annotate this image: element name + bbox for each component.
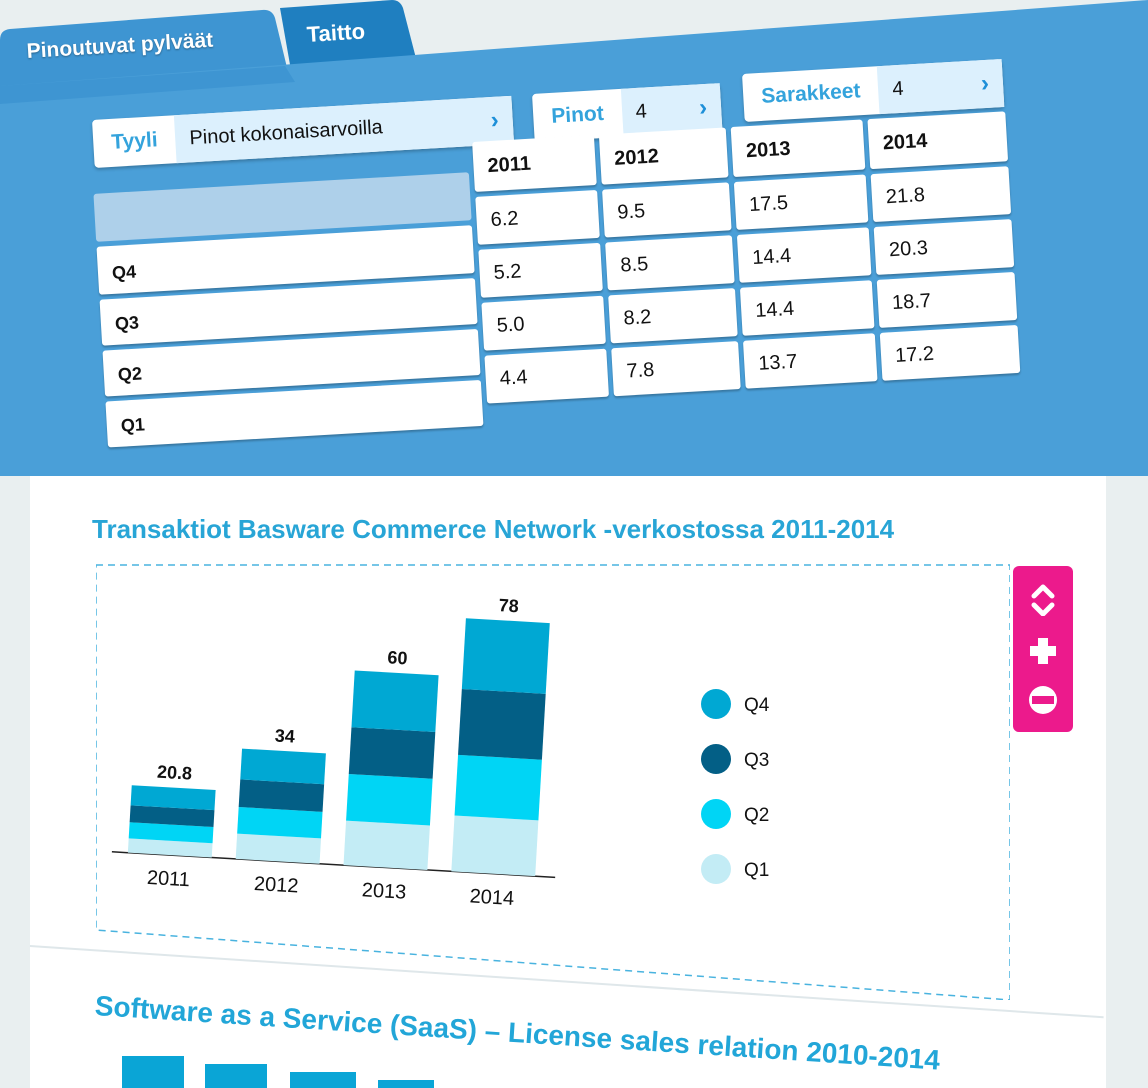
legend-swatch	[701, 799, 731, 829]
bar-segment-q3	[348, 727, 436, 779]
x-tick-label: 2011	[146, 867, 190, 891]
bar-total-label: 34	[274, 725, 295, 746]
minus-icon[interactable]	[1013, 682, 1073, 723]
next-chart-bar	[205, 1064, 267, 1088]
table-cell[interactable]: 5.0	[481, 295, 606, 351]
legend-swatch	[701, 854, 731, 884]
table-cell[interactable]: 8.5	[605, 235, 735, 291]
table-cell[interactable]: 5.2	[478, 242, 603, 298]
x-tick-label: 2013	[361, 879, 407, 904]
table-cell[interactable]: 6.2	[475, 189, 600, 245]
tab-layout[interactable]: Taitto	[306, 18, 366, 47]
x-tick-label: 2012	[253, 873, 299, 898]
bar-segment-q2	[128, 822, 214, 844]
table-cell[interactable]: 8.2	[608, 288, 738, 344]
chart-title[interactable]: Transaktiot Basware Commerce Network -ve…	[92, 514, 895, 544]
table-cell[interactable]: 9.5	[602, 182, 732, 238]
legend-label: Q4	[744, 695, 770, 716]
bar-segment-q4	[351, 670, 439, 733]
table-cell[interactable]: 17.5	[733, 174, 869, 230]
bar-segment-q4	[130, 785, 216, 811]
chart-editor-panel: Pinoutuvat pylväät Taitto Tyyli Pinot ko…	[0, 0, 1148, 476]
stacked-bar-chart: 20.8 2011 34 2012 60 2013 78 2014 Q4 Q3 Q2 Q1	[96, 564, 1010, 1000]
data-grid: 2011 2012 2013 2014 Q4 6.2 9.5 17.5 21.8…	[90, 81, 1026, 448]
bar-segment-q4	[240, 748, 326, 785]
bar-segment-q1	[127, 838, 213, 858]
legend-label: Q2	[744, 805, 769, 826]
table-cell[interactable]: 7.8	[611, 341, 741, 397]
column-header[interactable]: 2011	[472, 134, 597, 192]
table-cell[interactable]: 14.4	[736, 227, 872, 283]
bar-segment-q3	[238, 779, 325, 812]
table-cell[interactable]: 4.4	[484, 348, 609, 404]
column-header[interactable]: 2014	[867, 111, 1009, 170]
bar-total-label: 20.8	[156, 762, 192, 784]
x-tick-label: 2014	[469, 885, 515, 910]
chart-sheet	[30, 476, 1106, 1088]
legend-label: Q3	[744, 750, 769, 771]
bar-segment-q1	[343, 820, 430, 870]
plot-area: 20.8 2011 34 2012 60 2013 78 2014	[111, 595, 556, 910]
bar-segment-q3	[458, 688, 546, 760]
bar-segment-q3	[129, 805, 215, 828]
chart-toolbar	[1013, 566, 1073, 732]
legend-label: Q1	[744, 860, 769, 881]
table-cell[interactable]: 14.4	[739, 280, 875, 336]
legend-swatch	[701, 689, 731, 719]
plus-icon[interactable]	[1013, 632, 1073, 673]
bar-segment-q4	[461, 618, 550, 694]
reorder-icon[interactable]	[1013, 576, 1073, 621]
bar-segment-q2	[454, 754, 542, 821]
column-header[interactable]: 2013	[730, 119, 866, 178]
next-chart-bar	[290, 1072, 356, 1088]
table-cell[interactable]: 21.8	[870, 166, 1012, 223]
bar-segment-q2	[346, 773, 433, 826]
legend-swatch	[701, 744, 731, 774]
column-header[interactable]: 2012	[598, 127, 729, 185]
chart-frame[interactable]: 20.8 2011 34 2012 60 2013 78 2014 Q4 Q3 Q2 Q1	[96, 560, 1010, 1000]
table-cell[interactable]: 13.7	[742, 333, 878, 389]
bar-segment-q2	[237, 806, 323, 839]
table-cell[interactable]: 17.2	[879, 324, 1021, 381]
next-chart-bar	[378, 1080, 434, 1088]
next-chart-bar	[122, 1056, 184, 1088]
bar-total-label: 78	[498, 595, 519, 616]
bar-total-label: 60	[387, 647, 408, 668]
bar-segment-q1	[235, 833, 322, 864]
selection-outline	[96, 564, 1010, 1000]
table-cell[interactable]: 18.7	[876, 272, 1018, 328]
bar-segment-q1	[451, 815, 539, 877]
table-cell[interactable]: 20.3	[873, 219, 1015, 275]
